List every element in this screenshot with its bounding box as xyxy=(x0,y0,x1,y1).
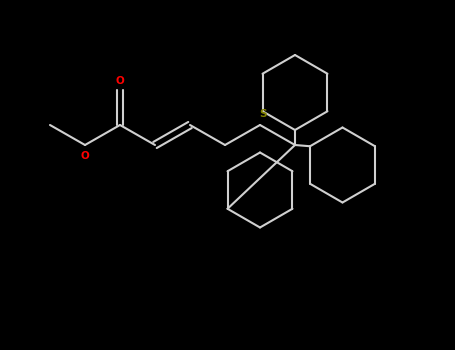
Text: S: S xyxy=(259,109,266,119)
Text: O: O xyxy=(81,151,89,161)
Text: O: O xyxy=(116,76,124,86)
